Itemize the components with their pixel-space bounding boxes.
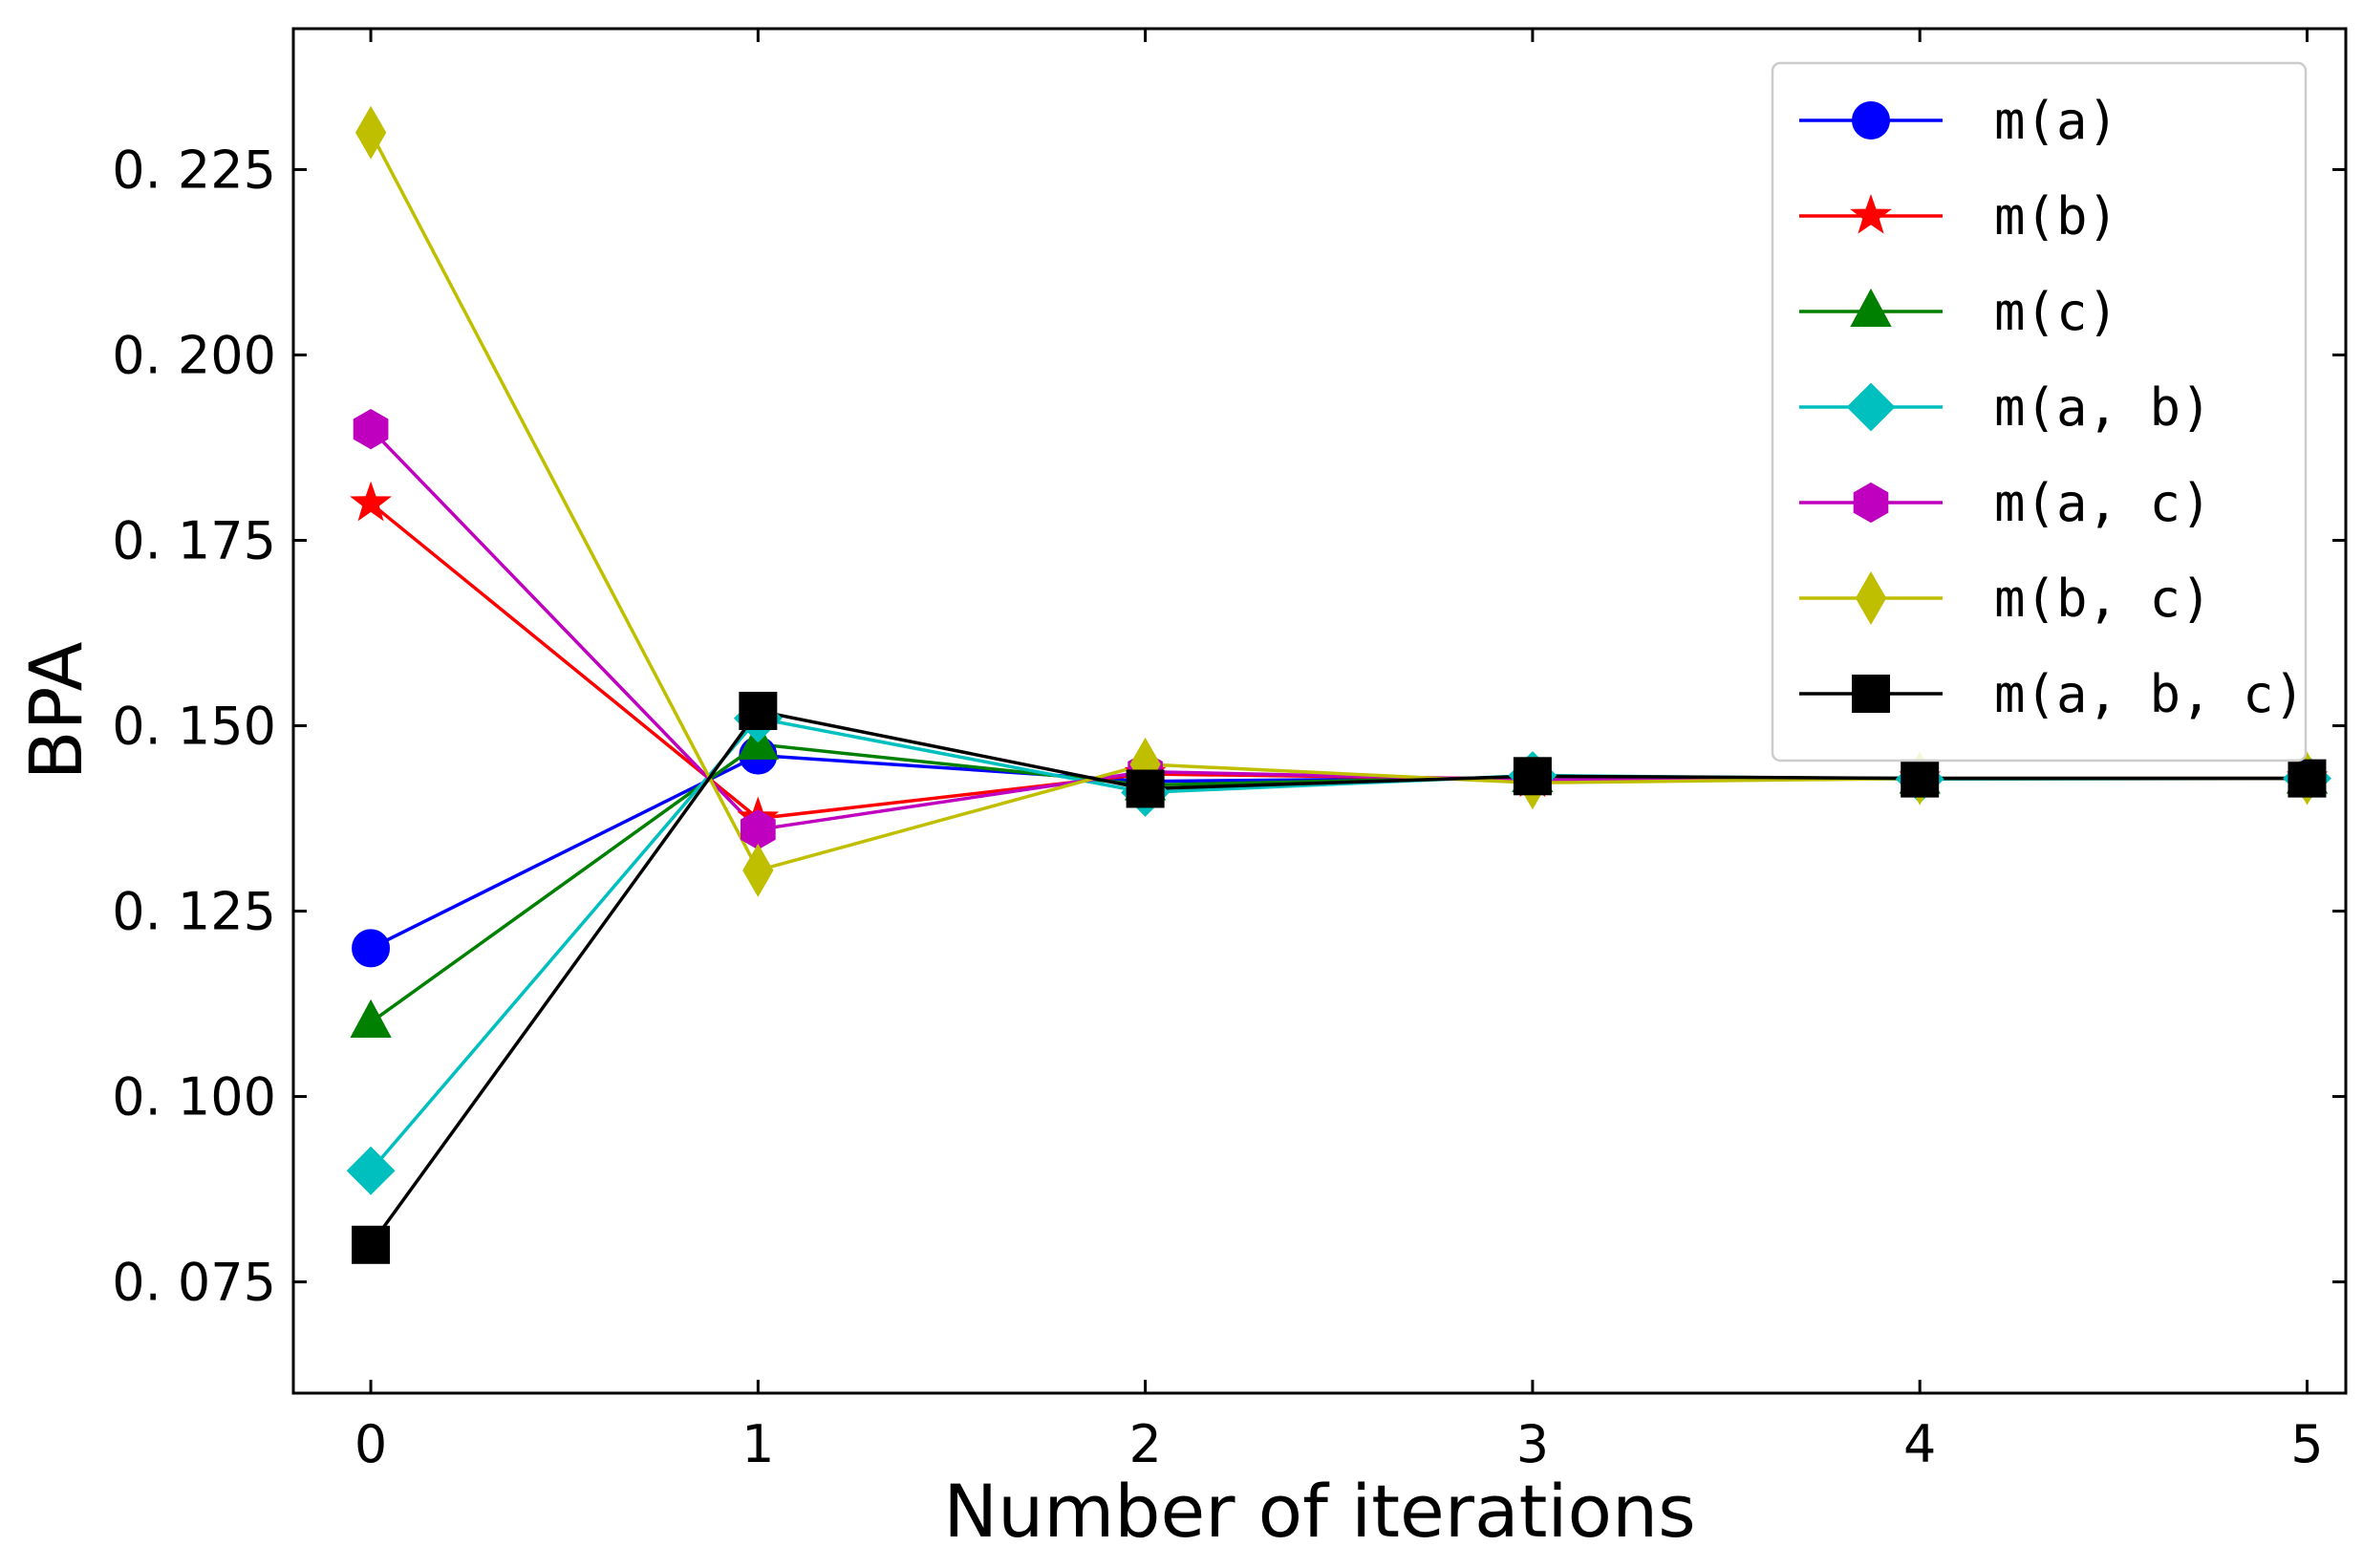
- legend-marker-m(a): [1852, 101, 1890, 140]
- data-point-m(a)-0: [352, 929, 391, 968]
- data-point-m(b)-0: [350, 481, 392, 522]
- data-point-m(a,b,c)-3: [1513, 757, 1552, 796]
- y-tick-label: 0. 125: [112, 882, 276, 942]
- y-tick-label: 0. 075: [112, 1253, 276, 1313]
- x-tick-label: 1: [741, 1414, 774, 1474]
- y-tick-label: 0. 100: [112, 1067, 276, 1128]
- legend-marker-m(c): [1850, 288, 1892, 327]
- y-tick-label: 0. 150: [112, 697, 276, 757]
- x-axis-title: Number of iterations: [943, 1469, 1696, 1554]
- x-tick-label: 0: [354, 1414, 387, 1474]
- data-point-m(a,b,c)-2: [1126, 769, 1165, 808]
- data-point-m(a,b,c)-4: [1901, 759, 1940, 798]
- data-point-m(a,b,c)-0: [352, 1225, 391, 1264]
- x-tick-label: 2: [1128, 1414, 1161, 1474]
- y-tick-label: 0. 200: [112, 325, 276, 385]
- y-tick-label: 0. 225: [112, 140, 276, 200]
- legend-label-m(a,c): m(a, c): [1994, 473, 2212, 533]
- data-point-m(b,c)-1: [742, 843, 774, 897]
- legend-label-m(b): m(b): [1994, 186, 2118, 247]
- legend-box: [1771, 61, 2308, 763]
- legend-label-m(a,b): m(a, b): [1994, 377, 2212, 438]
- data-point-m(b,c)-0: [354, 105, 387, 160]
- data-point-m(a,b)-0: [346, 1146, 396, 1195]
- x-tick-label: 4: [1903, 1414, 1936, 1474]
- plot-frame: [291, 27, 2348, 1395]
- legend-marker-m(a,b): [1846, 382, 1896, 432]
- x-tick-label: 3: [1516, 1414, 1549, 1474]
- data-point-m(a,b,c)-5: [2288, 759, 2327, 798]
- y-axis-title: BPA: [13, 641, 98, 780]
- legend-label-m(a): m(a): [1994, 91, 2118, 151]
- legend: m(a) m(b) m(c) m(a, b) m(a, c) m(b, c) m(a, b,…: [1771, 61, 2308, 763]
- legend-marker-m(a,c): [1853, 482, 1889, 524]
- legend-marker-m(b,c): [1855, 570, 1887, 626]
- data-point-m(a,c)-0: [353, 408, 389, 450]
- data-point-m(c)-0: [350, 999, 392, 1038]
- legend-label-m(b,c): m(b, c): [1994, 569, 2212, 629]
- ticks-layer: 0 1 2 3 4 5 0. 075 0. 100 0. 125 0. 150 0. 175 0. 2…: [112, 29, 2346, 1474]
- series-layer: [346, 105, 2331, 1264]
- data-point-m(a,c)-1: [741, 809, 776, 850]
- legend-label-m(a,b,c): m(a, b, c): [1994, 664, 2305, 724]
- legend-marker-m(b): [1850, 193, 1892, 234]
- legend-marker-m(a,b,c): [1852, 675, 1890, 713]
- legend-label-m(c): m(c): [1994, 282, 2118, 342]
- series-line-m(a,b,c): [369, 709, 2308, 1246]
- data-point-m(a,b,c)-1: [739, 692, 778, 730]
- x-tick-label: 5: [2290, 1414, 2323, 1474]
- y-tick-label: 0. 175: [112, 511, 276, 571]
